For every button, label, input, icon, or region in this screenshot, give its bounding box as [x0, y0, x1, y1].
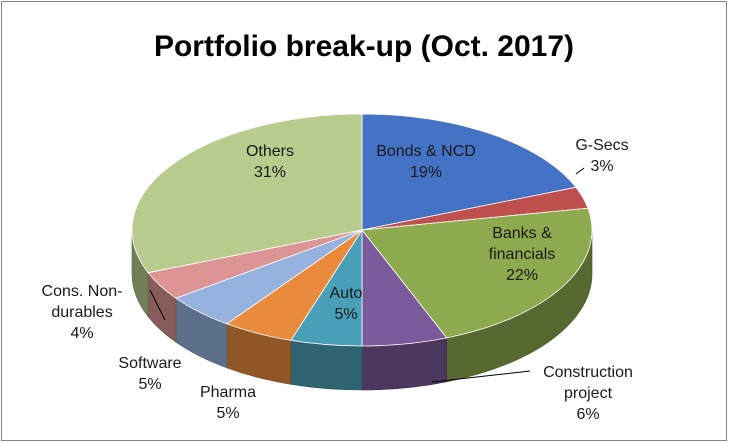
slice-label-construction-project: Construction project 6% — [543, 364, 633, 423]
slice-label-pharma: Pharma 5% — [200, 384, 256, 422]
slice-label-software: Software 5% — [118, 355, 181, 393]
slice-others — [131, 113, 363, 274]
leader-line-g-secs — [575, 167, 585, 175]
slice-label-banks-financials: Banks & financials 22% — [489, 225, 556, 284]
slice-banks-financials — [361, 207, 593, 339]
slice-labels: Bonds & NCD 19% G-Secs 3% Banks & financials 2… — [42, 137, 633, 423]
slice-label-cons-non-durables: Cons. Non-durables 4% — [42, 283, 123, 342]
leader-lines — [149, 167, 585, 383]
slice-label-others: Others 31% — [246, 143, 294, 181]
slice-side-auto — [290, 339, 363, 391]
chart-title: Portfolio break-up (Oct. 2017) — [154, 30, 574, 63]
slice-label-auto: Auto 5% — [330, 285, 363, 323]
leader-line-construction-project — [431, 370, 531, 383]
slice-label-g-secs: G-Secs 3% — [575, 137, 628, 175]
leader-line-cons-non-durables — [149, 289, 166, 321]
slice-label-bonds-ncd: Bonds & NCD 19% — [376, 143, 476, 181]
pie-slices — [131, 113, 593, 347]
slice-bonds-ncd — [361, 113, 577, 231]
